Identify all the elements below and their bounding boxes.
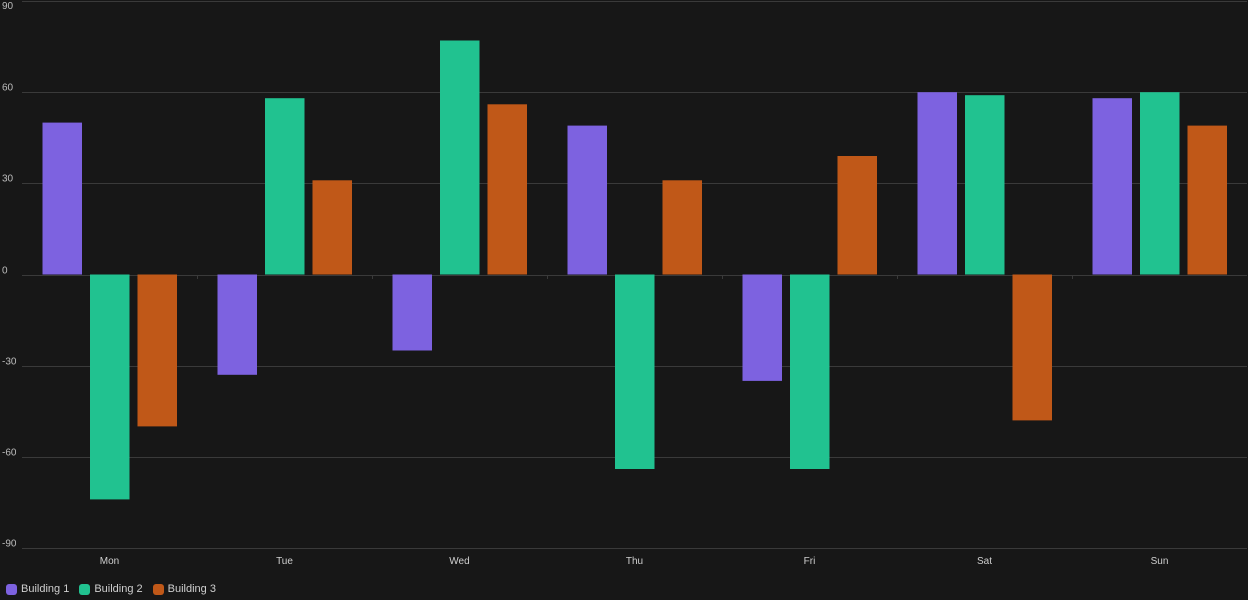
bar-building-1-mon[interactable] xyxy=(42,122,83,275)
x-tick-label-mon: Mon xyxy=(100,556,119,567)
bar-building-3-wed[interactable] xyxy=(487,104,528,275)
y-tick-label: -60 xyxy=(2,448,17,459)
legend-label-building-1: Building 1 xyxy=(21,583,70,595)
y-tick-label: 0 xyxy=(2,266,8,277)
bar-building-2-thu[interactable] xyxy=(615,274,655,470)
bar-building-2-tue[interactable] xyxy=(265,98,305,275)
x-tick-label-tue: Tue xyxy=(276,556,293,567)
legend-item-building-3[interactable]: Building 3 xyxy=(152,583,216,595)
bar-building-2-fri[interactable] xyxy=(790,274,830,470)
x-tick-label-sat: Sat xyxy=(977,556,992,567)
legend-swatch-building-2 xyxy=(79,583,91,595)
bar-building-1-wed[interactable] xyxy=(392,274,433,351)
bar-building-3-sat[interactable] xyxy=(1012,274,1053,421)
legend: Building 1 Building 2 Building 3 xyxy=(6,582,216,596)
y-tick-label: -90 xyxy=(2,539,17,550)
x-tick-label-wed: Wed xyxy=(449,556,469,567)
x-tick-label-thu: Thu xyxy=(626,556,643,567)
legend-item-building-2[interactable]: Building 2 xyxy=(79,583,143,595)
legend-label-building-2: Building 2 xyxy=(94,583,143,595)
legend-swatch-building-1 xyxy=(6,583,17,595)
y-tick-label: -30 xyxy=(2,357,17,368)
bar-building-1-sat[interactable] xyxy=(917,92,958,275)
bar-building-2-wed[interactable] xyxy=(440,40,480,275)
y-tick-label: 60 xyxy=(2,83,14,94)
y-axis-ticks: 90 60 30 0 -30 -60 -90 xyxy=(2,1,17,550)
x-tick-label-fri: Fri xyxy=(804,556,816,567)
bar-building-3-sun[interactable] xyxy=(1187,125,1228,275)
bar-building-2-mon[interactable] xyxy=(90,274,130,500)
bar-chart: 90 60 30 0 -30 -60 -90 Mon Tue Wed Thu Fri Sat Sun xyxy=(2,1,1247,567)
bar-building-3-tue[interactable] xyxy=(312,180,353,275)
bar-building-3-thu[interactable] xyxy=(662,180,703,275)
legend-label-building-3: Building 3 xyxy=(167,583,216,595)
y-tick-label: 90 xyxy=(2,1,14,12)
bar-building-3-mon[interactable] xyxy=(137,274,178,427)
y-tick-label: 30 xyxy=(2,174,14,185)
bar-building-2-sun[interactable] xyxy=(1140,92,1180,275)
bar-building-1-fri[interactable] xyxy=(742,274,783,381)
bar-building-1-tue[interactable] xyxy=(217,274,258,375)
legend-item-building-1[interactable]: Building 1 xyxy=(6,583,69,595)
x-tick-label-sun: Sun xyxy=(1151,556,1169,567)
bar-building-1-thu[interactable] xyxy=(567,125,608,275)
bar-building-3-fri[interactable] xyxy=(837,156,878,275)
legend-swatch-building-3 xyxy=(152,583,164,595)
bar-building-2-sat[interactable] xyxy=(965,95,1005,275)
bar-building-1-sun[interactable] xyxy=(1092,98,1133,275)
bars xyxy=(42,40,1228,500)
x-axis-ticks: Mon Tue Wed Thu Fri Sat Sun xyxy=(100,556,1169,567)
